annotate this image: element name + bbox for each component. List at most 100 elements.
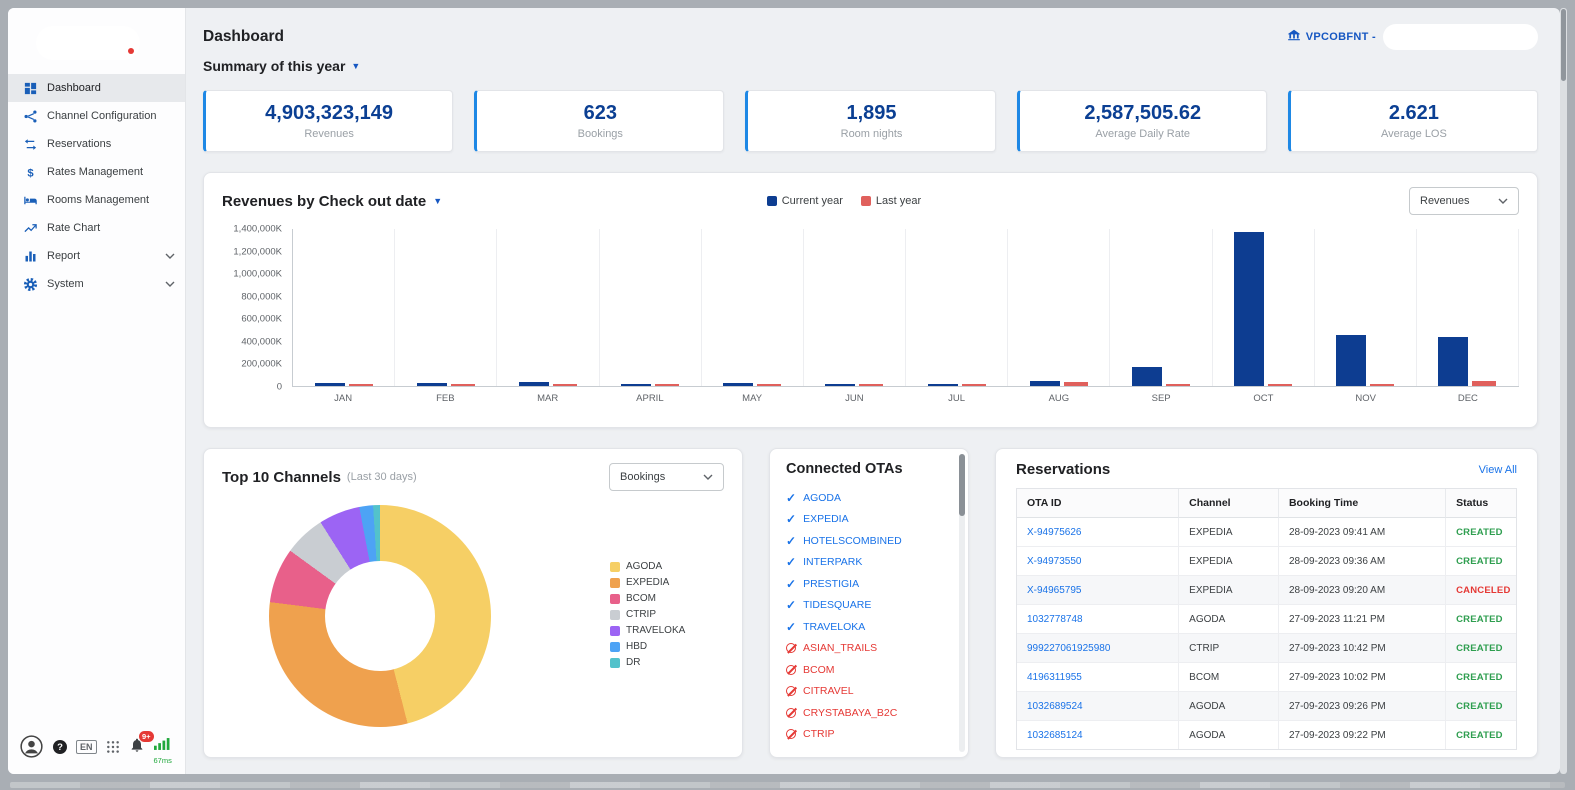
bar-current-year bbox=[1438, 337, 1468, 386]
reservation-ota-id[interactable]: 1032685124 bbox=[1017, 721, 1179, 749]
reservation-booking-time: 28-09-2023 09:41 AM bbox=[1279, 518, 1446, 546]
view-all-link[interactable]: View All bbox=[1479, 464, 1517, 476]
summary-filter-dropdown[interactable]: Summary of this year ▼ bbox=[203, 58, 1538, 74]
bar-current-year bbox=[928, 384, 958, 386]
otas-scrollbar-thumb[interactable] bbox=[959, 454, 965, 516]
rooms-management-icon bbox=[22, 192, 38, 208]
ota-item-expedia[interactable]: ✓EXPEDIA bbox=[786, 509, 952, 531]
sidebar-item-rooms-management[interactable]: Rooms Management bbox=[8, 186, 185, 214]
ota-item-tidesquare[interactable]: ✓TIDESQUARE bbox=[786, 595, 952, 617]
user-avatar[interactable] bbox=[20, 735, 44, 759]
legend-item-current-year: Current year bbox=[767, 195, 843, 207]
chart-legend: Current year Last year bbox=[767, 195, 921, 207]
reservation-ota-id[interactable]: 999227061925980 bbox=[1017, 634, 1179, 662]
reservation-ota-id[interactable]: 4196311955 bbox=[1017, 663, 1179, 691]
ota-item-hotelscombined[interactable]: ✓HOTELSCOMBINED bbox=[786, 530, 952, 552]
reservations-table: OTA IDChannelBooking TimeStatus X-949756… bbox=[1016, 488, 1517, 750]
ota-name: PRESTIGIA bbox=[803, 578, 859, 590]
metric-select[interactable]: Revenues bbox=[1409, 187, 1519, 215]
reservations-panel: Reservations View All OTA IDChannelBooki… bbox=[995, 448, 1538, 758]
ota-item-crystabaya-b2c[interactable]: CRYSTABAYA_B2C bbox=[786, 702, 952, 724]
ota-item-prestigia[interactable]: ✓PRESTIGIA bbox=[786, 573, 952, 595]
reservation-ota-id[interactable]: X-94965795 bbox=[1017, 576, 1179, 604]
sidebar-item-label: Report bbox=[47, 250, 80, 262]
column-header-ota-id: OTA ID bbox=[1017, 489, 1179, 518]
bar-group-mar bbox=[497, 229, 599, 386]
table-row: 999227061925980CTRIP27-09-2023 10:42 PMC… bbox=[1017, 634, 1516, 663]
stat-value: 2,587,505.62 bbox=[1084, 102, 1201, 125]
reservation-ota-id[interactable]: X-94975626 bbox=[1017, 518, 1179, 546]
rate-chart-icon bbox=[22, 220, 38, 236]
bar-group-aug bbox=[1008, 229, 1110, 386]
sidebar-item-report[interactable]: Report bbox=[8, 242, 185, 270]
ota-item-bcom[interactable]: BCOM bbox=[786, 659, 952, 681]
check-icon: ✓ bbox=[786, 555, 796, 569]
page-scrollbar-thumb[interactable] bbox=[1561, 9, 1566, 81]
connected-otas-title: Connected OTAs bbox=[786, 461, 952, 477]
top-channels-panel: Top 10 Channels (Last 30 days) Bookings … bbox=[203, 448, 743, 758]
y-axis-tick: 400,000K bbox=[241, 336, 282, 347]
bar-current-year bbox=[315, 383, 345, 386]
ota-item-agoda[interactable]: ✓AGODA bbox=[786, 487, 952, 509]
x-axis-label: NOV bbox=[1315, 387, 1417, 404]
bar-group-jan bbox=[293, 229, 395, 386]
otas-scrollbar[interactable] bbox=[959, 454, 965, 752]
ota-list: ✓AGODA✓EXPEDIA✓HOTELSCOMBINED✓INTERPARK✓… bbox=[786, 487, 952, 745]
sidebar-item-label: Rooms Management bbox=[47, 194, 149, 206]
apps-grid-icon[interactable] bbox=[106, 740, 120, 754]
ota-item-ctrip[interactable]: CTRIP bbox=[786, 724, 952, 746]
ota-item-interpark[interactable]: ✓INTERPARK bbox=[786, 552, 952, 574]
caret-down-icon: ▼ bbox=[433, 197, 442, 206]
notifications-button[interactable]: 9+ bbox=[129, 737, 145, 758]
ota-item-citravel[interactable]: CITRAVEL bbox=[786, 681, 952, 703]
app-window: DashboardChannel ConfigurationReservatio… bbox=[8, 8, 1560, 774]
reservation-ota-id[interactable]: 1032778748 bbox=[1017, 605, 1179, 633]
sidebar-item-channel-configuration[interactable]: Channel Configuration bbox=[8, 102, 185, 130]
ota-item-traveloka[interactable]: ✓TRAVELOKA bbox=[786, 616, 952, 638]
language-selector[interactable]: EN bbox=[76, 740, 97, 754]
account-info[interactable]: VPCOBFNT - bbox=[1287, 24, 1538, 50]
connection-status: 67ms bbox=[154, 737, 172, 765]
x-axis-label: AUG bbox=[1008, 387, 1110, 404]
svg-text:$: $ bbox=[27, 167, 34, 179]
ota-item-asian-trails[interactable]: ASIAN_TRAILS bbox=[786, 638, 952, 660]
legend-label: Last year bbox=[876, 195, 921, 207]
chart-plot bbox=[292, 229, 1519, 387]
sidebar-item-dashboard[interactable]: Dashboard bbox=[8, 74, 185, 102]
x-axis-label: DEC bbox=[1417, 387, 1519, 404]
sidebar-item-system[interactable]: System bbox=[8, 270, 185, 298]
table-row: 1032689524AGODA27-09-2023 09:26 PMCREATE… bbox=[1017, 692, 1516, 721]
reservation-status: CREATED bbox=[1446, 692, 1516, 720]
ota-name: CITRAVEL bbox=[803, 685, 854, 697]
donut-legend-item-agoda: AGODA bbox=[610, 561, 685, 572]
chevron-down-icon bbox=[703, 471, 713, 483]
y-axis-tick: 0 bbox=[277, 382, 282, 393]
legend-swatch bbox=[610, 594, 620, 604]
caret-down-icon: ▼ bbox=[351, 62, 360, 71]
bar-last-year bbox=[553, 384, 577, 386]
reservation-ota-id[interactable]: X-94973550 bbox=[1017, 547, 1179, 575]
table-row: 4196311955BCOM27-09-2023 10:02 PMCREATED bbox=[1017, 663, 1516, 692]
stat-cards: 4,903,323,149Revenues623Bookings1,895Roo… bbox=[203, 90, 1538, 152]
ota-name: AGODA bbox=[803, 492, 841, 504]
page-scrollbar[interactable] bbox=[1560, 8, 1567, 774]
reservation-channel: CTRIP bbox=[1179, 634, 1279, 662]
bar-group-nov bbox=[1315, 229, 1417, 386]
stat-card-bookings: 623Bookings bbox=[474, 90, 724, 152]
sidebar-item-rates-management[interactable]: $Rates Management bbox=[8, 158, 185, 186]
stat-value: 623 bbox=[584, 102, 617, 125]
sidebar-item-reservations[interactable]: Reservations bbox=[8, 130, 185, 158]
main-header: Dashboard VPCOBFNT - bbox=[203, 24, 1538, 50]
help-icon[interactable]: ? bbox=[53, 740, 67, 754]
sidebar-item-rate-chart[interactable]: Rate Chart bbox=[8, 214, 185, 242]
stat-card-revenues: 4,903,323,149Revenues bbox=[203, 90, 453, 152]
reservation-ota-id[interactable]: 1032689524 bbox=[1017, 692, 1179, 720]
x-axis-label: SEP bbox=[1110, 387, 1212, 404]
bar-current-year bbox=[621, 384, 651, 386]
chart-y-axis: 1,400,000K1,200,000K1,000,000K800,000K60… bbox=[222, 229, 292, 387]
sidebar-item-label: Rate Chart bbox=[47, 222, 100, 234]
channels-metric-select[interactable]: Bookings bbox=[609, 463, 724, 491]
revenue-chart-title-dropdown[interactable]: Revenues by Check out date ▼ bbox=[222, 193, 442, 210]
bar-group-sep bbox=[1110, 229, 1212, 386]
legend-swatch bbox=[610, 610, 620, 620]
